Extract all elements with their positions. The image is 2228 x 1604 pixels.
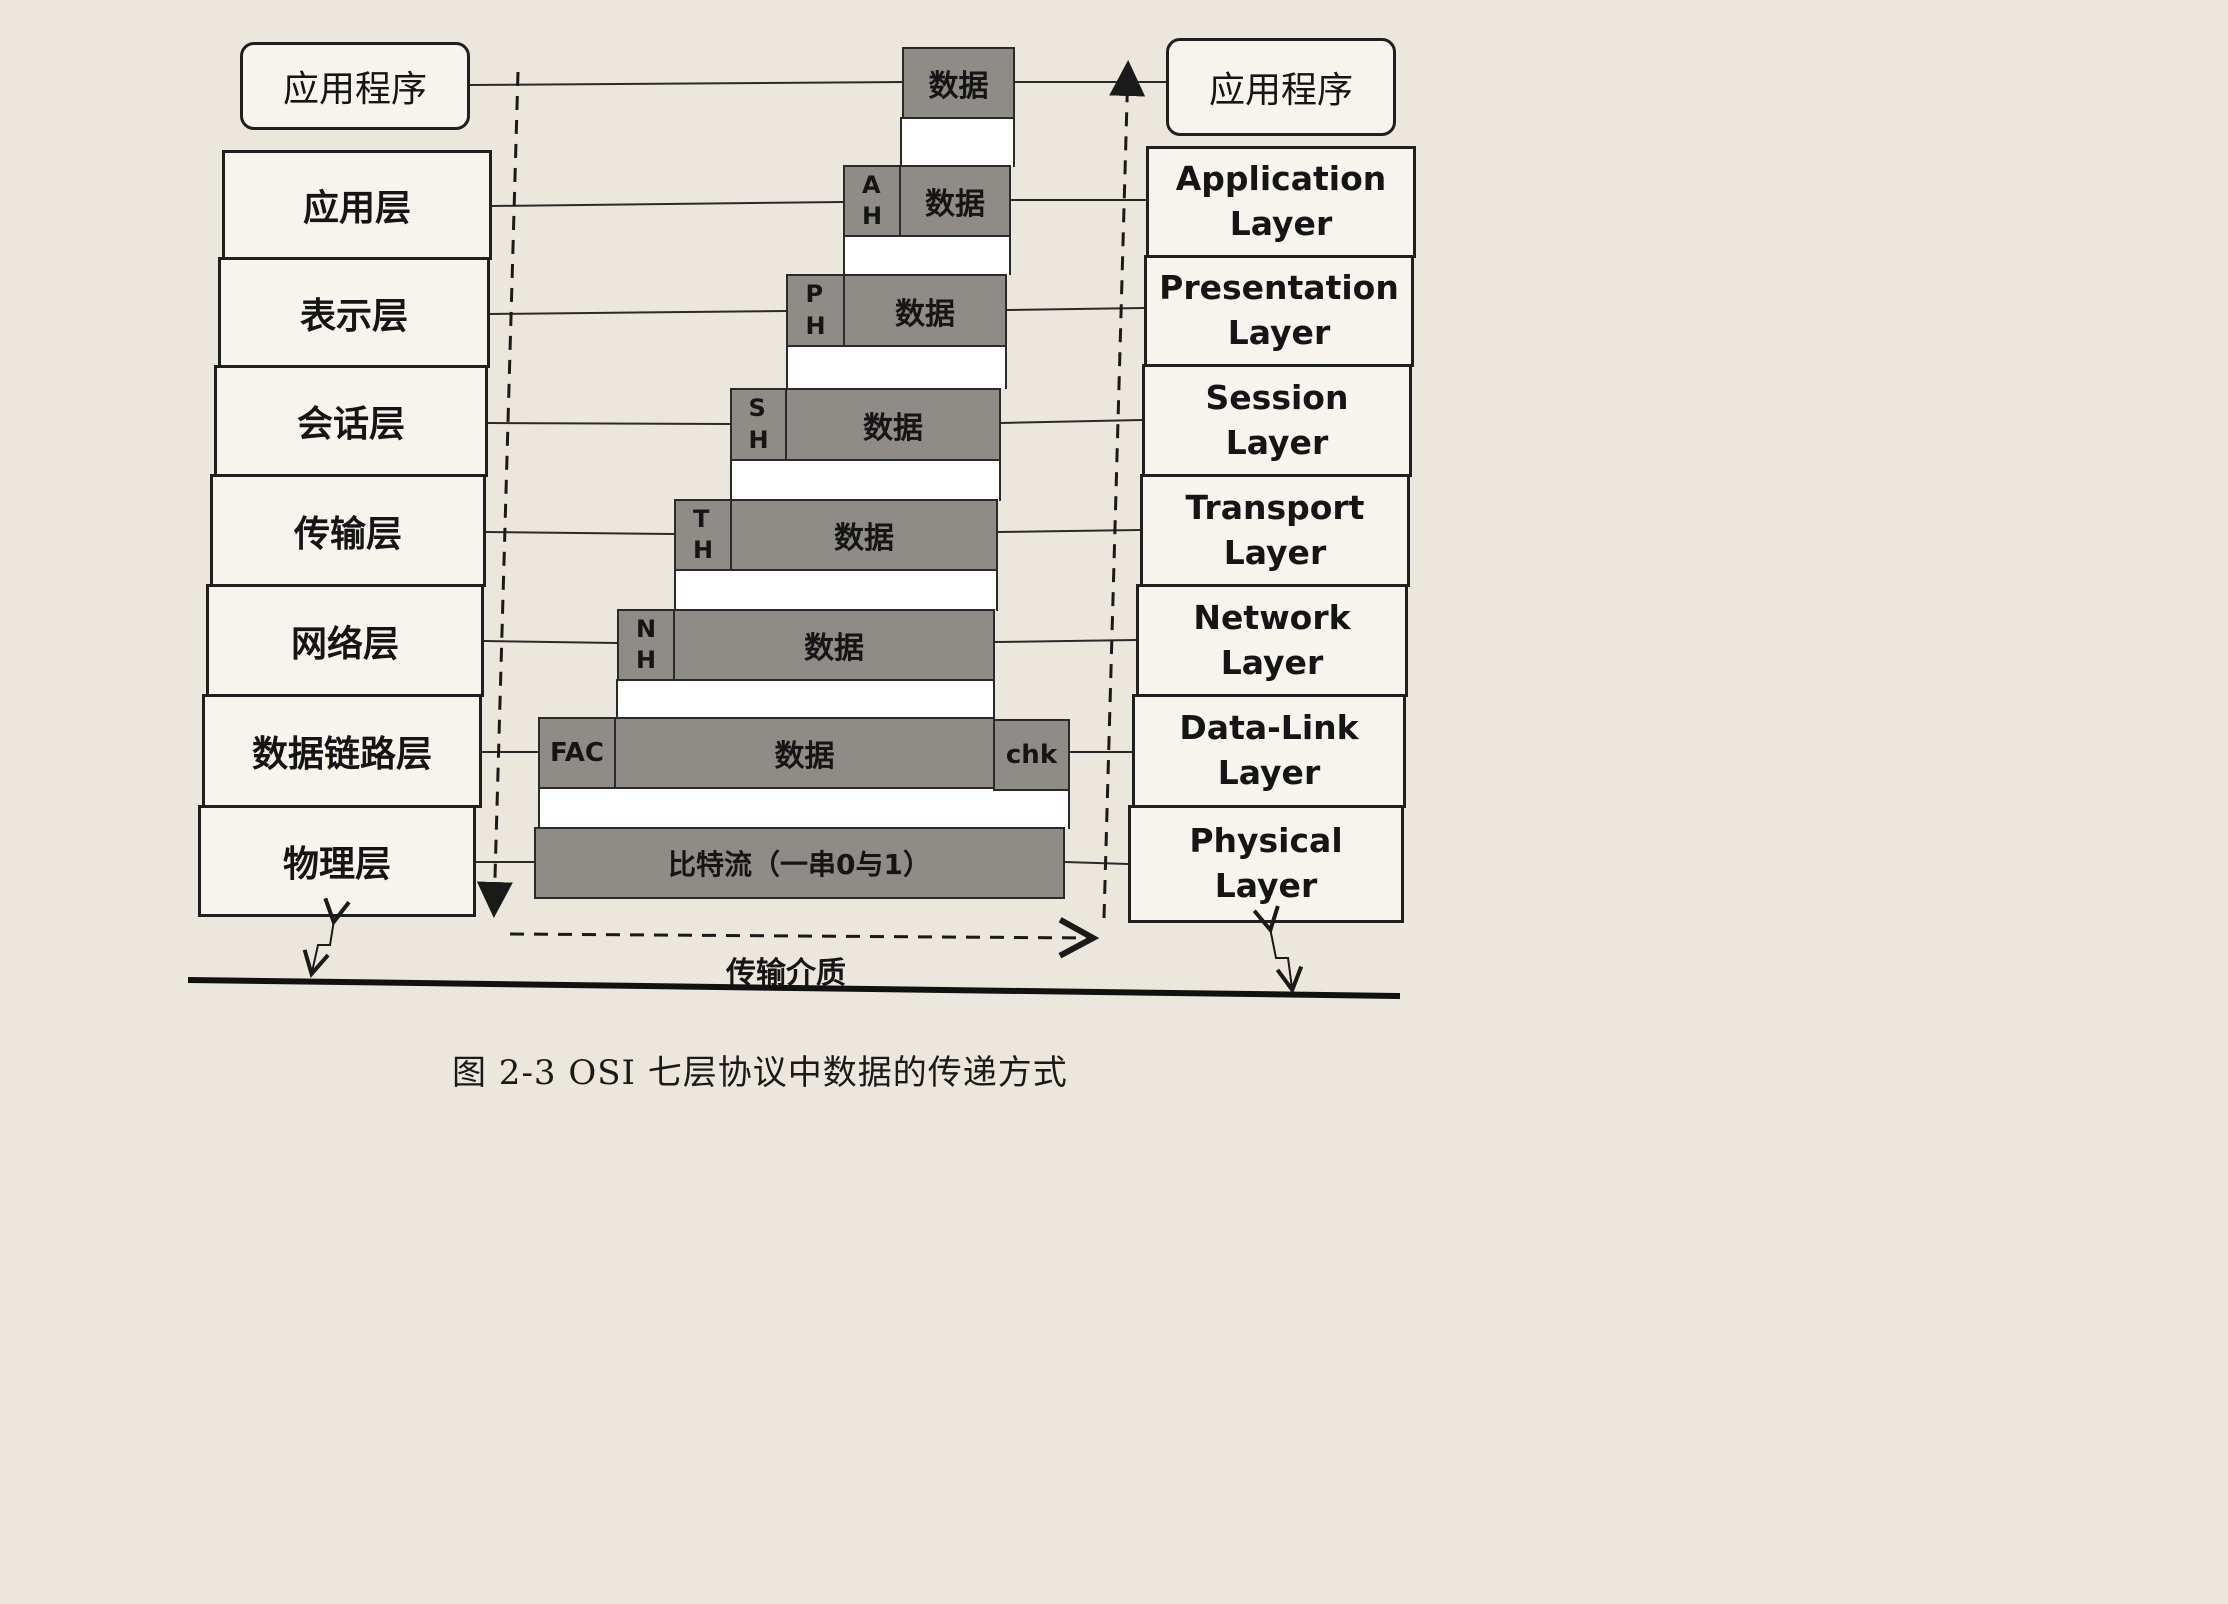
left-layer-physical: 物理层: [198, 805, 476, 917]
packet-ph-data-label: 数据: [895, 296, 955, 332]
connector-right-transport: [997, 529, 1141, 533]
header-sh-label: S H: [748, 394, 769, 454]
step-white-5: [674, 569, 998, 611]
right-layer-datalink: Data-Link Layer: [1132, 694, 1406, 808]
left-layer-application-label: 应用层: [302, 188, 411, 229]
right-layer-physical-label: Physical Layer: [1189, 821, 1343, 905]
left-layer-session-label: 会话层: [296, 404, 405, 445]
right-layer-application-label: Application Layer: [1175, 159, 1387, 243]
left-layer-session: 会话层: [214, 365, 488, 477]
packet-app-data-label: 数据: [928, 69, 989, 104]
header-th: T H: [674, 499, 732, 571]
left-layer-transport: 传输层: [210, 474, 486, 587]
transmission-medium-line: [187, 977, 1401, 999]
connector-right-physical: [1064, 861, 1129, 865]
right-app-box: 应用程序: [1166, 38, 1396, 136]
right-layer-application: Application Layer: [1146, 146, 1416, 258]
header-ah: A H: [843, 165, 901, 237]
frame-trailer-chk: chk: [993, 719, 1070, 791]
connector-right-network: [994, 639, 1137, 643]
right-layer-session: Session Layer: [1142, 364, 1412, 477]
transmission-medium-label: 传输介质: [726, 956, 846, 991]
frame-trailer-chk-label: chk: [1005, 740, 1058, 770]
right-layer-physical: Physical Layer: [1128, 805, 1404, 923]
packet-th-data: 数据: [730, 499, 998, 571]
step-white-3: [786, 345, 1007, 389]
left-layer-datalink: 数据链路层: [202, 694, 482, 808]
right-layer-network-label: Network Layer: [1193, 597, 1351, 682]
step-white-4: [730, 459, 1001, 501]
packet-sh-data-label: 数据: [863, 410, 923, 446]
connector-left-presentation: [489, 310, 787, 315]
right-layer-datalink-label: Data-Link Layer: [1179, 708, 1359, 792]
connector-right-presentation: [1006, 307, 1145, 311]
header-ah-label: A H: [861, 170, 883, 230]
figure-caption: 图 2-3 OSI 七层协议中数据的传递方式: [452, 1053, 1068, 1093]
right-layer-presentation: Presentation Layer: [1144, 255, 1414, 367]
packet-nh-data-label: 数据: [804, 631, 864, 666]
step-white-2: [843, 235, 1011, 275]
flow-down-arrow: [476, 71, 520, 918]
header-ph-label: P H: [805, 280, 826, 340]
packet-frame-data: 数据: [614, 717, 995, 789]
packet-ph-data: 数据: [843, 274, 1007, 347]
right-layer-session-label: Session Layer: [1205, 377, 1349, 462]
packet-ah-data-label: 数据: [925, 187, 985, 222]
packet-bitstream-label: 比特流（一串0与1）: [668, 848, 931, 881]
header-nh-label: N H: [635, 614, 657, 674]
connector-left-application: [491, 201, 844, 207]
packet-frame-data-label: 数据: [774, 739, 835, 774]
connector-left-app: [469, 81, 903, 86]
right-layer-presentation-label: Presentation Layer: [1159, 268, 1399, 352]
step-white-7: [538, 787, 1070, 829]
left-medium-connector-icon: [312, 920, 334, 972]
flow-up-arrow: [1102, 60, 1146, 919]
left-layer-network: 网络层: [206, 584, 484, 697]
packet-bitstream: 比特流（一串0与1）: [534, 827, 1065, 899]
left-layer-physical-label: 物理层: [282, 844, 391, 885]
step-white-6: [616, 679, 995, 721]
connector-right-session: [1000, 419, 1143, 424]
flow-bottom-arrow: [509, 934, 1090, 938]
left-layer-network-label: 网络层: [290, 623, 399, 665]
left-app-box: 应用程序: [240, 42, 470, 130]
left-layer-presentation-label: 表示层: [299, 295, 408, 337]
packet-ah-data: 数据: [899, 165, 1011, 237]
right-medium-connector-icon: [1270, 928, 1292, 988]
right-layer-transport-label: Transport Layer: [1185, 487, 1365, 572]
step-white-1: [900, 117, 1015, 167]
connector-left-network: [483, 640, 618, 644]
connector-left-transport: [485, 531, 675, 535]
left-layer-transport-label: 传输层: [293, 513, 402, 555]
left-layer-datalink-label: 数据链路层: [251, 734, 432, 775]
connector-overlay: [187, 60, 1401, 999]
connector-left-session: [487, 422, 731, 425]
packet-sh-data: 数据: [785, 388, 1001, 461]
packet-nh-data: 数据: [673, 609, 995, 681]
packet-th-data-label: 数据: [834, 521, 894, 556]
header-th-label: T H: [692, 504, 714, 564]
header-nh: N H: [617, 609, 675, 681]
right-layer-network: Network Layer: [1136, 584, 1408, 697]
right-layer-transport: Transport Layer: [1140, 474, 1410, 587]
right-app-label: 应用程序: [1208, 70, 1353, 111]
left-app-label: 应用程序: [282, 69, 427, 110]
frame-header-fac-label: FAC: [550, 738, 604, 768]
left-layer-presentation: 表示层: [218, 257, 490, 368]
packet-app-data: 数据: [902, 47, 1015, 119]
